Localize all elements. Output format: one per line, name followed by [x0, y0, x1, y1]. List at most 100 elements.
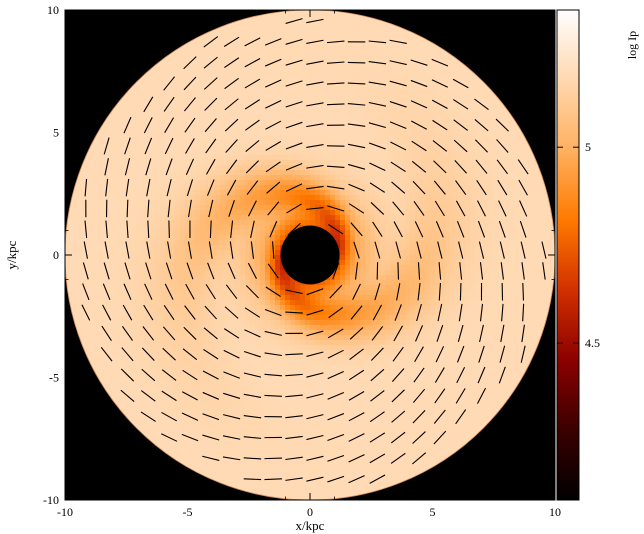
density-cell [205, 60, 211, 66]
density-cell [260, 205, 266, 211]
density-cell [475, 75, 481, 81]
density-cell [285, 80, 291, 86]
density-cell [405, 260, 411, 266]
density-cell [220, 135, 226, 141]
density-cell [335, 85, 341, 91]
density-cell [200, 140, 206, 146]
density-cell [370, 35, 376, 41]
density-cell [390, 45, 396, 51]
density-cell [235, 135, 241, 141]
density-cell [225, 35, 231, 41]
density-cell [420, 200, 426, 206]
density-cell [530, 305, 536, 311]
density-cell [380, 205, 386, 211]
density-cell [425, 305, 431, 311]
density-cell [145, 235, 151, 241]
density-cell [235, 305, 241, 311]
density-cell [490, 155, 496, 161]
density-cell [90, 300, 96, 306]
density-cell [295, 10, 301, 16]
density-cell [410, 150, 416, 156]
density-cell [315, 75, 321, 81]
density-cell [500, 225, 506, 231]
density-cell [125, 190, 131, 196]
density-cell [200, 260, 206, 266]
density-cell [510, 130, 516, 136]
density-cell [265, 290, 271, 296]
density-cell [400, 300, 406, 306]
density-cell [115, 290, 121, 296]
density-cell [350, 50, 356, 56]
density-cell [380, 135, 386, 141]
density-cell [430, 240, 436, 246]
density-cell [185, 200, 191, 206]
density-cell [505, 305, 511, 311]
density-cell [315, 165, 321, 171]
density-cell [320, 210, 326, 216]
density-cell [365, 35, 371, 41]
density-cell [235, 145, 241, 151]
density-cell [510, 220, 516, 226]
density-cell [370, 235, 376, 241]
density-cell [430, 290, 436, 296]
density-cell [510, 240, 516, 246]
density-cell [240, 190, 246, 196]
density-cell [355, 150, 361, 156]
density-cell [445, 130, 451, 136]
density-cell [375, 205, 381, 211]
density-cell [145, 250, 151, 256]
density-cell [450, 140, 456, 146]
density-cell [430, 285, 436, 291]
density-cell [260, 210, 266, 216]
density-cell [300, 290, 306, 296]
density-cell [210, 130, 216, 136]
density-cell [420, 205, 426, 211]
density-cell [185, 130, 191, 136]
density-cell [540, 265, 546, 271]
density-cell [80, 210, 86, 216]
density-cell [180, 260, 186, 266]
density-cell [265, 85, 271, 91]
density-cell [375, 125, 381, 131]
density-cell [70, 225, 76, 231]
density-cell [215, 290, 221, 296]
density-cell [360, 270, 366, 276]
density-cell [190, 205, 196, 211]
density-cell [475, 260, 481, 266]
density-cell [345, 180, 351, 186]
density-cell [215, 70, 221, 76]
density-cell [425, 155, 431, 161]
density-cell [390, 105, 396, 111]
density-cell [410, 290, 416, 296]
density-cell [275, 285, 281, 291]
density-cell [445, 265, 451, 271]
density-cell [240, 295, 246, 301]
density-cell [230, 35, 236, 41]
density-cell [100, 160, 106, 166]
density-cell [235, 30, 241, 36]
density-cell [180, 75, 186, 81]
density-cell [355, 295, 361, 301]
density-cell [170, 230, 176, 236]
density-cell [470, 210, 476, 216]
density-cell [515, 250, 521, 256]
density-cell [360, 215, 366, 221]
density-cell [315, 50, 321, 56]
density-cell [335, 295, 341, 301]
density-cell [330, 170, 336, 176]
density-cell [205, 50, 211, 56]
density-cell [450, 260, 456, 266]
density-cell [410, 245, 416, 251]
density-cell [405, 55, 411, 61]
density-cell [210, 30, 216, 36]
density-cell [190, 135, 196, 141]
density-cell [430, 250, 436, 256]
density-cell [535, 210, 541, 216]
density-cell [100, 215, 106, 221]
density-cell [365, 80, 371, 86]
density-cell [115, 175, 121, 181]
density-cell [320, 140, 326, 146]
density-cell [425, 95, 431, 101]
density-cell [250, 220, 256, 226]
density-cell [210, 45, 216, 51]
